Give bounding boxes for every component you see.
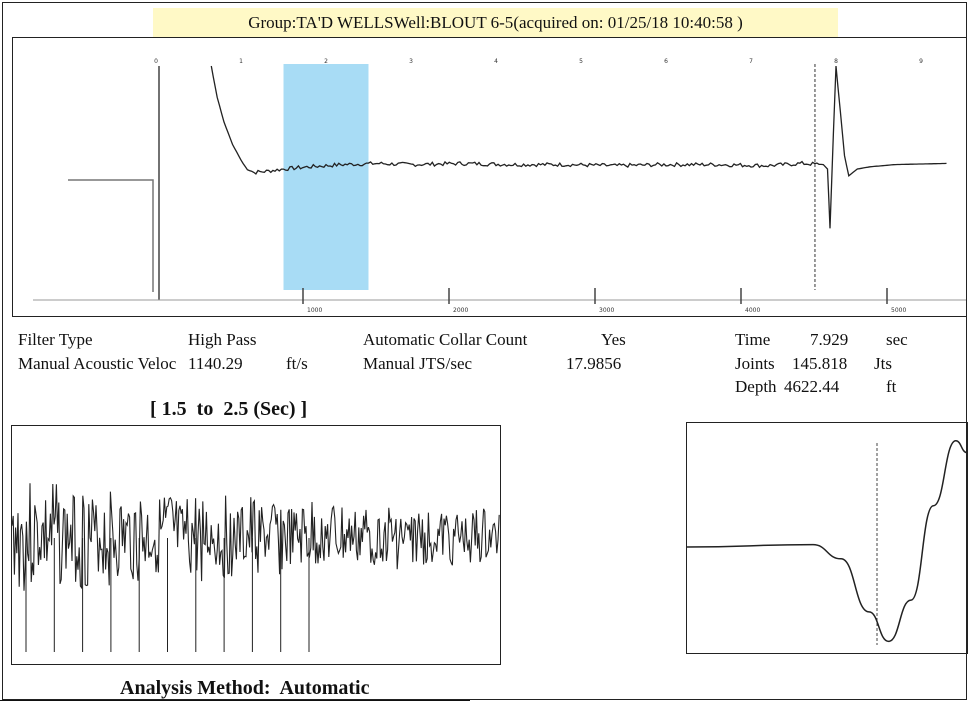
window-detail-chart[interactable] (11, 425, 501, 665)
analysis-window-highlight[interactable] (283, 64, 369, 290)
well-value: BLOUT 6-5 (430, 13, 514, 32)
analysis-range-title: [ 1.5 to 2.5 (Sec) ] (150, 398, 308, 420)
analysis-method: Analysis Method: Automatic (120, 677, 369, 700)
collar-zoom-trace (686, 440, 968, 643)
joints-value: 145.818 (792, 354, 848, 373)
time-label: Time (735, 330, 771, 349)
collar-zoom-svg (686, 440, 968, 645)
time-ticks: 0 1 2 3 4 5 6 7 8 9 (154, 58, 923, 65)
depth-value: 4622.44 (784, 377, 840, 396)
depth-tick-4000: 4000 (745, 307, 760, 314)
time-tick-2: 2 (324, 58, 328, 65)
left-reference-bracket (68, 179, 154, 292)
time-tick-8: 8 (834, 58, 838, 65)
jts-label: Manual JTS/sec (363, 354, 473, 373)
time-unit: sec (886, 330, 908, 349)
collar-count-value: Yes (601, 330, 626, 349)
time-tick-9: 9 (919, 58, 923, 65)
depth-tick-2000: 2000 (453, 307, 468, 314)
window-detail-trace (11, 483, 500, 652)
joints-unit: Jts (874, 354, 892, 373)
filter-type-value: High Pass (188, 330, 257, 349)
time-tick-4: 4 (494, 58, 498, 65)
time-tick-0: 0 (154, 58, 158, 65)
time-tick-5: 5 (579, 58, 583, 65)
velocity-value: 1140.29 (188, 354, 243, 373)
analysis-method-underline (0, 700, 470, 701)
collar-zoom-chart[interactable] (686, 422, 968, 654)
joints-label: Joints (735, 354, 775, 373)
window-detail-noise (11, 483, 500, 591)
time-value: 7.929 (810, 330, 849, 349)
jts-value: 17.9856 (566, 354, 622, 373)
time-tick-3: 3 (409, 58, 413, 65)
depth-unit: ft (886, 377, 897, 396)
time-tick-7: 7 (749, 58, 753, 65)
group-value: TA'D WELLS (296, 13, 394, 32)
time-tick-6: 6 (664, 58, 668, 65)
analysis-method-value: Automatic (279, 677, 370, 699)
depth-tick-1000: 1000 (307, 307, 322, 314)
header-bar: Group: TA'D WELLS Well: BLOUT 6-5 (acqui… (153, 8, 838, 38)
depth-label: Depth (735, 377, 777, 396)
acoustic-trace-line (210, 65, 947, 229)
depth-tick-5000: 5000 (891, 307, 906, 314)
window-detail-svg (11, 483, 500, 652)
filter-type-label: Filter Type (18, 330, 93, 349)
depth-tick-3000: 3000 (599, 307, 614, 314)
acquired-text: (acquired on: 01/25/18 10:40:58 ) (513, 13, 743, 32)
well-label: Well: (393, 13, 431, 32)
velocity-label: Manual Acoustic Veloc (18, 354, 177, 373)
collar-count-label: Automatic Collar Count (363, 330, 528, 349)
group-label: Group: (248, 13, 297, 32)
time-tick-1: 1 (239, 58, 243, 65)
analysis-method-label: Analysis Method: (120, 677, 271, 699)
velocity-unit: ft/s (286, 354, 308, 373)
depth-ticks: 100020003000400050006000 (302, 288, 906, 314)
